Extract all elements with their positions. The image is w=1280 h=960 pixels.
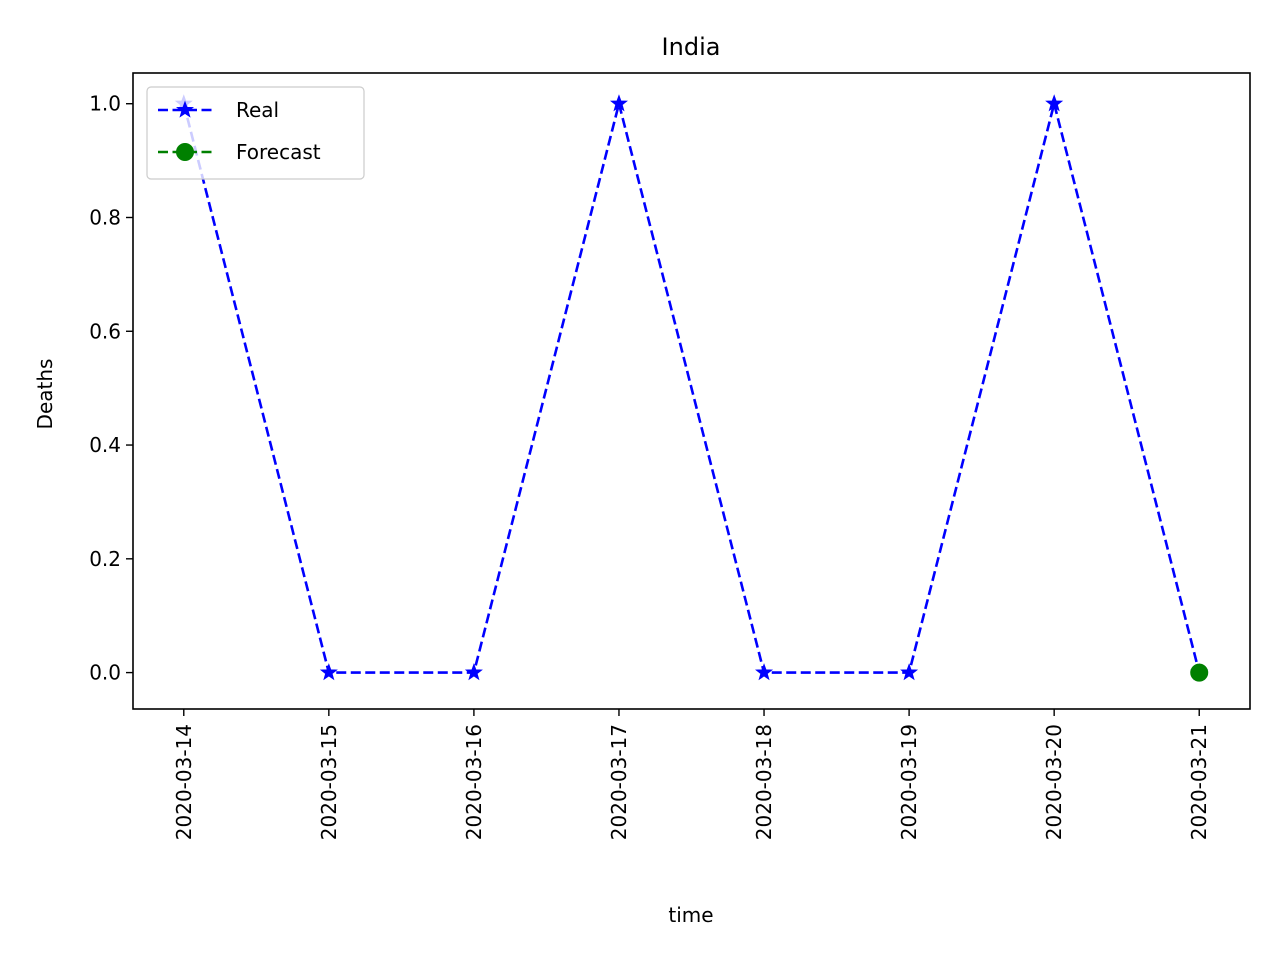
legend-marker	[175, 100, 195, 118]
y-tick-label: 0.8	[89, 205, 121, 229]
data-point	[609, 94, 628, 112]
legend-box	[146, 86, 365, 180]
data-point	[464, 663, 483, 681]
y-tick-label: 1.0	[89, 92, 121, 116]
series-line	[182, 103, 1201, 674]
y-tick-label: 0.6	[89, 319, 121, 343]
data-point	[1190, 663, 1209, 682]
data-point	[1045, 94, 1064, 112]
x-tick-label: 2020-03-16	[462, 724, 486, 840]
legend-items: Real Forecast	[158, 98, 321, 164]
data-point	[319, 663, 338, 681]
x-tick-label: 2020-03-17	[607, 724, 631, 840]
y-tick-label: 0.0	[89, 661, 121, 685]
x-tick-label: 2020-03-21	[1187, 724, 1211, 840]
chart-title: India	[662, 33, 721, 61]
legend-marker	[176, 143, 194, 161]
legend: Real Forecast	[146, 86, 365, 180]
x-tick-label: 2020-03-15	[317, 724, 341, 840]
y-axis: 0.0 0.2 0.4 0.6 0.8 1.0	[89, 92, 133, 685]
legend-label: Real	[236, 98, 279, 122]
y-tick-label: 0.4	[89, 433, 121, 457]
x-tick-label: 2020-03-20	[1042, 724, 1066, 840]
x-tick-label: 2020-03-19	[897, 724, 921, 840]
series-1	[1190, 663, 1209, 682]
x-axis-label: time	[668, 903, 713, 927]
x-tick-label: 2020-03-18	[752, 724, 776, 840]
data-point	[755, 663, 774, 681]
plot-frame	[132, 72, 1251, 710]
y-tick-label: 0.2	[89, 547, 121, 571]
y-axis-label: Deaths	[33, 359, 57, 430]
x-axis: 2020-03-14 2020-03-15 2020-03-16 2020-03-17…	[172, 709, 1211, 840]
data-point	[900, 663, 919, 681]
x-tick-label: 2020-03-14	[172, 724, 196, 840]
legend-label: Forecast	[236, 140, 321, 164]
